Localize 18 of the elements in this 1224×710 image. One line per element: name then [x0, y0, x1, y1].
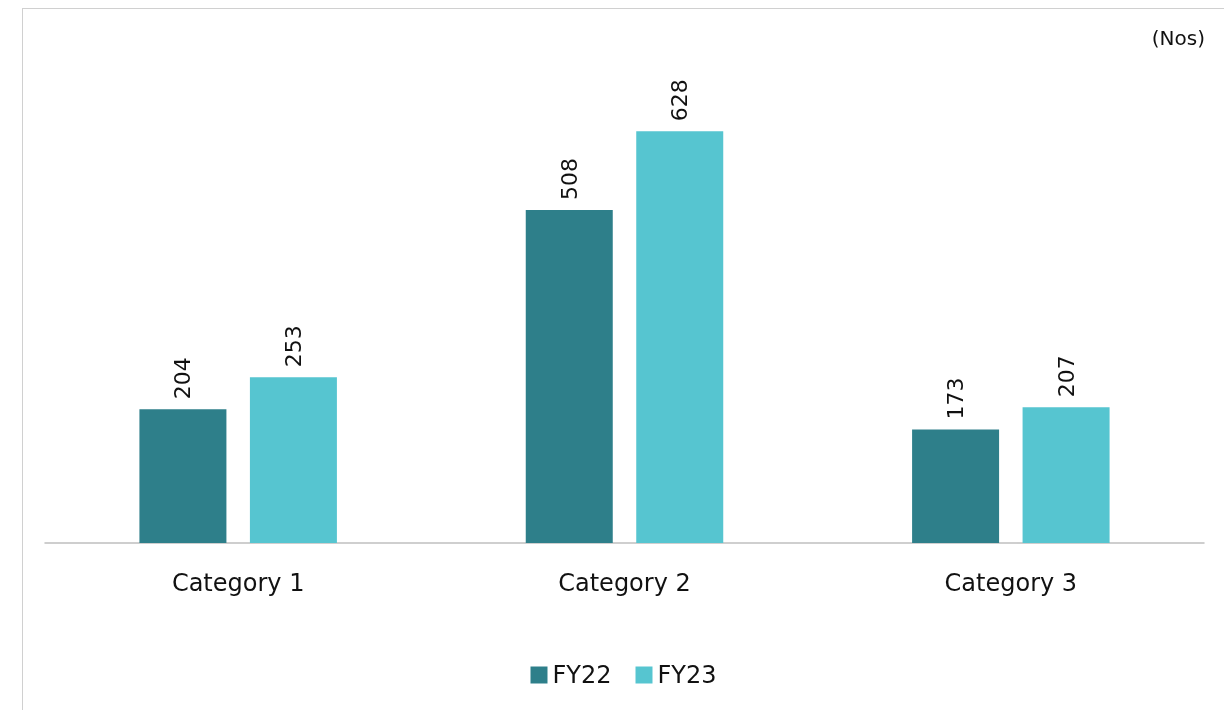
data-label: 253	[280, 325, 306, 368]
bar	[636, 131, 724, 543]
bar	[525, 210, 613, 543]
data-label: 207	[1053, 355, 1079, 398]
data-label: 204	[170, 357, 196, 400]
x-tick-label: Category 2	[558, 569, 691, 597]
data-label: 508	[556, 158, 582, 200]
data-label: 628	[667, 79, 693, 122]
bar	[912, 429, 1000, 543]
y-axis-title: (Nos)	[1151, 26, 1206, 50]
bar	[139, 409, 227, 543]
data-label: 173	[943, 377, 969, 420]
legend-label: FY23	[657, 661, 717, 689]
bar	[1022, 407, 1110, 543]
bar	[249, 377, 337, 543]
legend-label: FY22	[552, 661, 612, 689]
x-tick-label: Category 3	[944, 569, 1078, 597]
x-tick-label: Category 1	[171, 569, 305, 597]
